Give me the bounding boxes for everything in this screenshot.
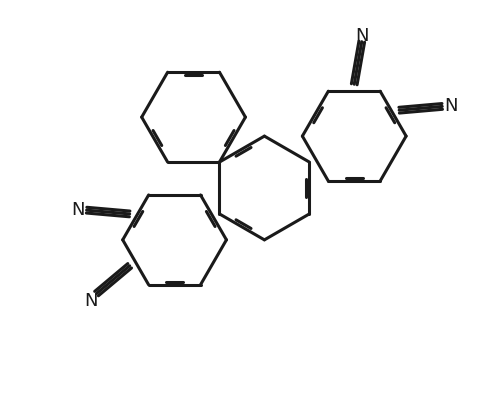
Text: N: N [444, 97, 458, 115]
Text: N: N [356, 27, 369, 45]
Text: N: N [71, 201, 85, 219]
Text: N: N [84, 292, 98, 310]
